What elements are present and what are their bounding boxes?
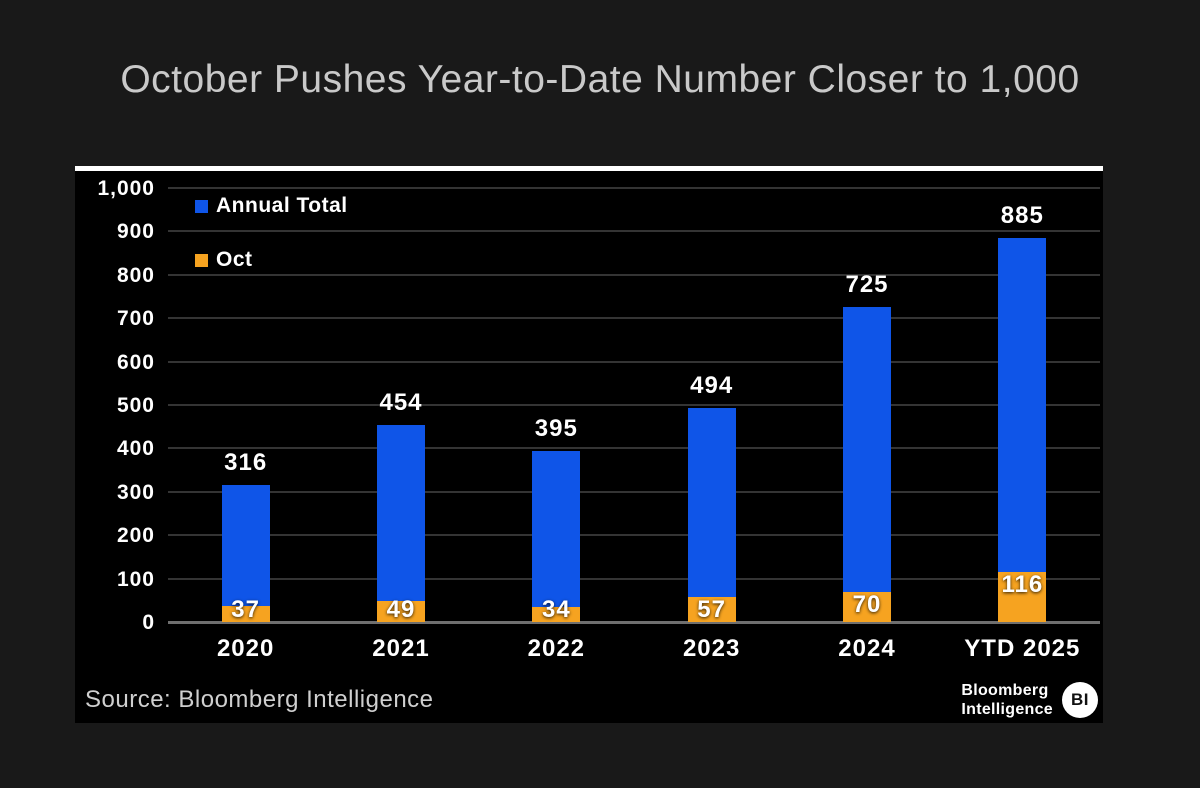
chart-panel: 0 100 200 300 400 500 600 700 800 900 1,000 316 37 2… [75,166,1103,723]
bar-oct-label: 70 [852,590,882,618]
bar-oct-label: 37 [231,596,260,623]
x-axis-label: 2020 [216,635,275,662]
y-axis-tick-label: 200 [116,524,155,548]
y-axis-tick-label: 700 [116,307,155,331]
bar-segment-oct [532,607,581,622]
gridline [168,490,1100,493]
bar-total-label: 885 [1000,201,1044,229]
gridline [168,404,1100,406]
legend-item-annual-total: Annual Total [195,193,348,219]
y-axis-tick-label: 400 [116,437,155,461]
y-axis-tick-label: 500 [116,394,155,417]
legend: Annual Total Oct [195,193,348,273]
gridline [168,534,1100,537]
bar-segment-oct [843,591,891,622]
legend-label-oct: Oct [216,248,253,271]
x-axis-label: 2024 [838,635,896,662]
bar-segment-oct [687,597,736,622]
gridline [168,273,1100,276]
gridline [168,577,1100,580]
x-axis-label: 2023 [682,635,741,662]
bar-total-label: 316 [224,448,268,476]
brand-name-line2: Intelligence [961,701,1053,718]
x-axis-label: 2021 [372,635,430,662]
bar-segment-annual-total [221,484,270,606]
bar-oct-label: 116 [1001,570,1044,598]
bloomberg-intelligence-logo: Bloomberg Intelligence BI [961,681,1098,719]
bar-total-label: 395 [534,414,578,442]
bar-segment-annual-total [687,407,736,598]
legend-label-annual-total: Annual Total [216,194,348,217]
legend-item-oct: Oct [195,247,348,273]
bar-total-label: 454 [379,388,423,416]
gridline [168,447,1100,450]
bar-total-label: 494 [690,371,734,399]
gridline [168,317,1100,320]
bar-segment-annual-total [532,450,581,608]
x-axis-zero-line [168,621,1100,624]
gridline [168,230,1100,233]
legend-swatch-oct-icon [195,253,208,267]
x-axis-label: 2022 [527,635,586,662]
bar-oct-label: 57 [697,596,726,623]
x-axis-label: YTD 2025 [964,635,1081,662]
bar-segment-annual-total [843,307,891,592]
y-axis-tick-label: 1,000 [97,177,155,200]
bar-segment-oct [998,571,1047,622]
source-note: Source: Bloomberg Intelligence [85,686,434,713]
chart-title: October Pushes Year-to-Date Number Close… [120,58,1080,101]
y-axis: 0 100 200 300 400 500 600 700 800 900 1,000 [75,177,155,634]
bi-badge-icon: BI [1062,682,1098,718]
bar-oct-label: 49 [386,596,416,623]
bar-segment-annual-total [377,424,425,601]
y-axis-tick-label: 600 [116,350,155,374]
bar-segment-annual-total [998,237,1047,572]
bar-segment-oct [221,605,270,622]
gridline [168,360,1100,363]
brand-name: Bloomberg Intelligence [961,681,1053,719]
gridline [168,187,1100,189]
legend-swatch-annual-total-icon [195,199,208,213]
y-axis-tick-label: 800 [116,263,155,287]
bar-oct-label: 34 [541,596,571,623]
bar-segment-oct [377,600,425,622]
y-axis-tick-label: 900 [116,220,155,244]
brand-name-line1: Bloomberg [961,682,1049,699]
y-axis-tick-label: 0 [142,611,155,634]
y-axis-tick-label: 300 [116,480,155,504]
y-axis-tick-label: 100 [116,567,155,591]
plot-area: 316 37 2020 454 49 2021 395 34 2022 494 57 2023 725 7… [168,187,1100,662]
bar-total-label: 725 [845,271,889,299]
